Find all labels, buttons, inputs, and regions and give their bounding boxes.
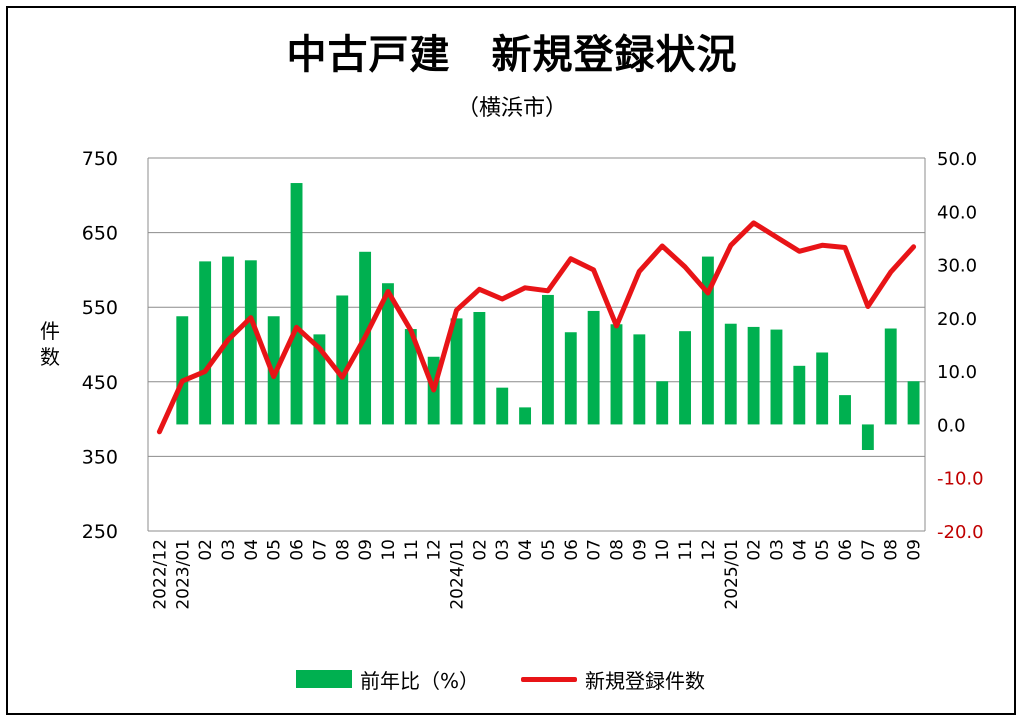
legend-line-label: 新規登録件数 — [585, 668, 706, 693]
x-tick-label: 07 — [585, 539, 605, 561]
bar — [313, 334, 326, 425]
legend-bar-swatch — [296, 670, 352, 688]
x-tick-label: 10 — [653, 539, 673, 561]
x-tick-label: 2025/01 — [722, 539, 742, 610]
y-tick-label-left: 250 — [82, 521, 118, 543]
bar — [564, 332, 577, 425]
bar — [382, 283, 394, 425]
series-line — [156, 220, 917, 435]
chart-subtitle: （横浜市） — [456, 96, 567, 121]
bar — [519, 407, 532, 425]
x-tick-label: 11 — [676, 539, 696, 561]
x-tick-label: 2023/01 — [173, 539, 193, 610]
bar — [541, 294, 554, 425]
x-tick-label: 09 — [630, 539, 650, 561]
x-tick-label: 09 — [356, 539, 376, 561]
x-tick-label: 02 — [470, 539, 490, 561]
x-tick-label: 03 — [219, 539, 239, 561]
bar — [770, 329, 783, 425]
x-tick-label: 10 — [379, 539, 399, 561]
x-tick-label: 06 — [288, 539, 308, 561]
x-tick-label: 2022/12 — [150, 539, 170, 610]
x-tick-label: 02 — [745, 539, 765, 561]
bar — [656, 381, 669, 425]
x-tick-label: 02 — [196, 539, 216, 561]
y-axis-label-left: 件数 — [40, 319, 60, 369]
legend-bar-label: 前年比（%） — [360, 668, 480, 693]
bar — [496, 387, 509, 425]
bar — [861, 424, 874, 451]
x-tick-label: 11 — [402, 539, 422, 561]
x-tick-label: 12 — [699, 539, 719, 561]
bar — [701, 256, 714, 425]
y-tick-label-right: 10.0 — [937, 362, 977, 383]
chart-title: 中古戸建 新規登録状況 — [286, 32, 738, 78]
y-tick-label-left: 750 — [82, 148, 118, 170]
y-tick-label-right: 40.0 — [937, 202, 977, 223]
x-tick-label: 08 — [607, 539, 627, 561]
y-tick-label-left: 350 — [82, 446, 118, 468]
y-tick-label-right: 30.0 — [937, 256, 977, 277]
bar — [290, 183, 303, 425]
bar — [816, 352, 829, 425]
bar — [450, 318, 463, 425]
x-tick-label: 05 — [539, 539, 559, 561]
chart-frame — [6, 6, 1016, 715]
x-tick-label: 04 — [242, 539, 262, 561]
legend: 前年比（%） 新規登録件数 — [296, 664, 705, 694]
bar — [473, 311, 486, 425]
x-tick-label: 05 — [265, 539, 285, 561]
x-tick-label: 08 — [333, 539, 353, 561]
legend-line-swatch — [521, 676, 578, 682]
bar — [633, 334, 646, 425]
bar — [793, 365, 806, 425]
x-tick-label: 07 — [859, 539, 879, 561]
bar — [884, 328, 897, 425]
bar — [199, 261, 212, 425]
bar — [679, 331, 691, 425]
x-tick-label: 07 — [310, 539, 330, 561]
bar — [244, 260, 257, 425]
y-tick-label-right: 20.0 — [937, 309, 977, 330]
y-tick-label-right: 50.0 — [937, 149, 977, 170]
x-tick-label: 06 — [836, 539, 856, 561]
bar — [907, 381, 920, 425]
y-tick-label-right: -10.0 — [937, 469, 984, 490]
bar — [176, 316, 189, 425]
x-tick-label: 2024/01 — [448, 539, 468, 610]
x-tick-label: 09 — [905, 539, 925, 561]
x-tick-label: 04 — [516, 539, 536, 561]
bar — [839, 395, 851, 425]
bar — [610, 324, 623, 425]
x-tick-label: 03 — [493, 539, 513, 561]
y-tick-label-right: 0.0 — [937, 415, 966, 436]
bar — [404, 329, 417, 425]
x-tick-label: 03 — [767, 539, 787, 561]
bar — [724, 323, 737, 425]
y-tick-label-left: 550 — [82, 297, 118, 319]
x-tick-label: 06 — [562, 539, 582, 561]
x-tick-label: 05 — [813, 539, 833, 561]
x-tick-label: 12 — [425, 539, 445, 561]
x-tick-label: 04 — [790, 539, 810, 561]
bar — [587, 310, 600, 425]
y-tick-label-right: -20.0 — [937, 522, 984, 543]
bar — [747, 326, 760, 425]
x-tick-label: 08 — [882, 539, 902, 561]
y-tick-label-left: 650 — [82, 223, 118, 245]
bar — [336, 295, 349, 425]
y-tick-label-left: 450 — [82, 372, 118, 394]
